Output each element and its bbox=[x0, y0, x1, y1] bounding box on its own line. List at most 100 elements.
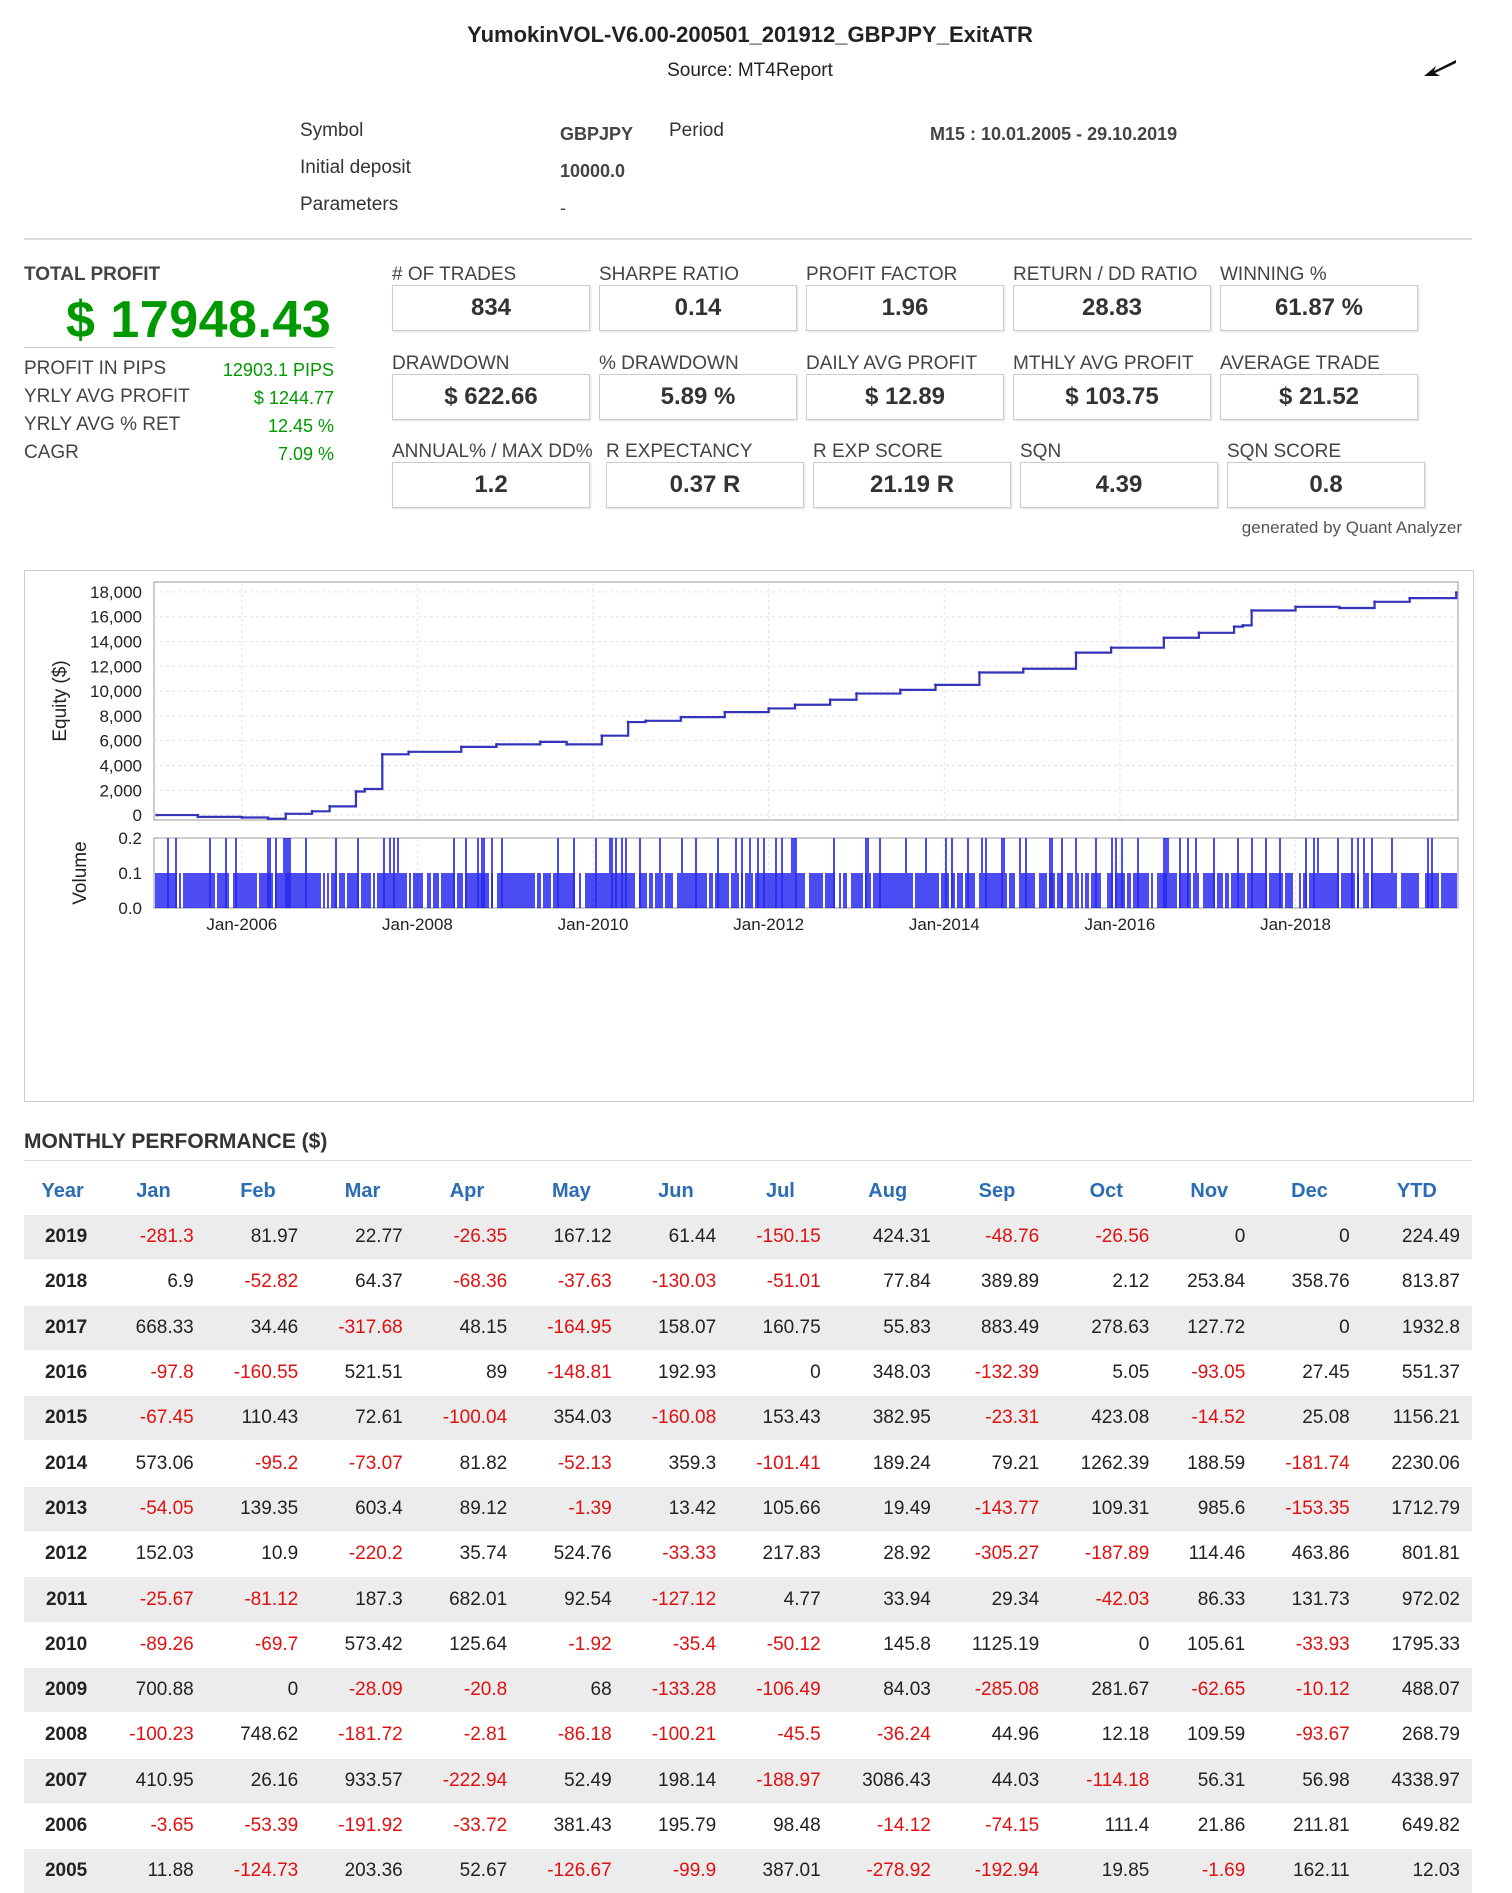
table-cell: 28.92 bbox=[832, 1531, 943, 1577]
profit-in-pips-value: 12903.1 PIPS bbox=[222, 360, 334, 380]
table-cell: 13.42 bbox=[623, 1485, 729, 1532]
table-cell: 158.07 bbox=[623, 1304, 729, 1351]
column-header-may: May bbox=[551, 1179, 591, 1202]
table-cell: -37.63 bbox=[519, 1259, 624, 1306]
table-cell: 1125.19 bbox=[942, 1621, 1052, 1668]
table-cell: -2.81 bbox=[414, 1712, 520, 1759]
table-cell: 34.46 bbox=[205, 1304, 311, 1351]
column-header-jul: Jul bbox=[765, 1179, 795, 1202]
equity-point bbox=[310, 809, 314, 813]
x-tick-label: Jan-2010 bbox=[558, 915, 629, 934]
table-cell: -26.56 bbox=[1051, 1213, 1162, 1260]
table-cell: -74.15 bbox=[942, 1802, 1052, 1849]
table-cell: 35.74 bbox=[414, 1531, 520, 1577]
table-cell: 410.95 bbox=[101, 1757, 206, 1804]
year-cell: 2009 bbox=[24, 1666, 102, 1713]
table-cell: 524.76 bbox=[519, 1531, 624, 1577]
table-cell: 52.49 bbox=[519, 1757, 624, 1804]
table-cell: 278.63 bbox=[1051, 1304, 1162, 1351]
drawdown-value: $ 622.66 bbox=[392, 374, 590, 420]
equity-point bbox=[196, 815, 200, 819]
equity-point bbox=[793, 703, 797, 707]
table-cell: 19.49 bbox=[832, 1485, 943, 1532]
initial-deposit-value: 10000.0 bbox=[560, 161, 626, 181]
table-cell: -278.92 bbox=[832, 1848, 943, 1893]
table-row: 2016 -97.8 -160.55 521.51 89 -148.81 192.93 0 34… bbox=[24, 1349, 1472, 1396]
year-cell: 2016 bbox=[24, 1349, 102, 1396]
table-cell: -317.68 bbox=[310, 1304, 415, 1351]
table-cell: 1712.79 bbox=[1361, 1485, 1472, 1532]
table-cell: 2.12 bbox=[1051, 1259, 1162, 1306]
table-cell: -305.27 bbox=[942, 1531, 1052, 1577]
total-profit-label: TOTAL PROFIT bbox=[24, 264, 161, 285]
table-cell: -52.13 bbox=[519, 1440, 624, 1487]
table-cell: -25.67 bbox=[101, 1576, 206, 1623]
x-tick-label: Jan-2018 bbox=[1260, 915, 1331, 934]
equity-point bbox=[600, 734, 604, 738]
table-cell: 92.54 bbox=[519, 1576, 624, 1623]
table-cell: 1932.8 bbox=[1361, 1304, 1472, 1351]
table-cell: 883.49 bbox=[942, 1304, 1052, 1351]
table-cell: -28.09 bbox=[310, 1666, 415, 1713]
table-cell: 521.51 bbox=[310, 1349, 415, 1396]
year-cell: 2010 bbox=[24, 1621, 102, 1668]
table-cell: -81.12 bbox=[205, 1576, 311, 1623]
table-cell: -73.07 bbox=[310, 1440, 415, 1487]
y-tick-label: 18,000 bbox=[90, 583, 142, 602]
table-cell: 109.31 bbox=[1051, 1485, 1162, 1532]
equity-point bbox=[459, 745, 463, 749]
table-cell: 110.43 bbox=[205, 1395, 311, 1441]
table-cell: 105.61 bbox=[1161, 1621, 1258, 1668]
year-cell: 2019 bbox=[24, 1213, 102, 1260]
year-cell: 2011 bbox=[24, 1576, 102, 1623]
monthly-performance-table: Year Jan Feb Mar Apr May Jun Jul Aug Sep Oct Nov Dec… bbox=[24, 1168, 1472, 1893]
table-cell: 649.82 bbox=[1361, 1802, 1472, 1849]
table-cell: 682.01 bbox=[414, 1576, 520, 1623]
table-cell: 72.61 bbox=[310, 1395, 415, 1441]
table-cell: 139.35 bbox=[205, 1485, 311, 1532]
table-cell: 389.89 bbox=[942, 1259, 1052, 1306]
pct-drawdown-value: 5.89 % bbox=[599, 374, 797, 420]
column-header-ytd: YTD bbox=[1396, 1179, 1437, 1202]
column-header-apr: Apr bbox=[449, 1179, 485, 1202]
table-cell: 111.4 bbox=[1051, 1802, 1162, 1849]
sqn-label: SQN bbox=[1020, 441, 1062, 462]
table-cell: -130.03 bbox=[623, 1259, 729, 1306]
r-exp-score-value: 21.19 R bbox=[813, 462, 1011, 508]
table-cell: -127.12 bbox=[623, 1576, 729, 1623]
table-cell: 125.64 bbox=[414, 1621, 520, 1668]
collapse-arrow-icon[interactable] bbox=[1422, 56, 1458, 80]
year-cell: 2013 bbox=[24, 1485, 102, 1532]
table-cell: -3.65 bbox=[101, 1802, 206, 1849]
table-cell: 86.33 bbox=[1161, 1576, 1258, 1623]
table-cell: -97.8 bbox=[101, 1349, 206, 1396]
table-cell: 0 bbox=[1257, 1213, 1362, 1260]
table-cell: -133.28 bbox=[623, 1666, 729, 1713]
table-cell: 551.37 bbox=[1361, 1349, 1472, 1396]
table-row: 2011 -25.67 -81.12 187.3 682.01 92.54 -127.12 4… bbox=[24, 1576, 1472, 1623]
num-trades-value: 834 bbox=[392, 285, 590, 331]
initial-deposit-label: Initial deposit bbox=[300, 157, 411, 178]
y-tick-label: 4,000 bbox=[99, 756, 142, 775]
table-cell: 27.45 bbox=[1257, 1349, 1362, 1396]
table-cell: 603.4 bbox=[310, 1485, 415, 1532]
table-cell: -160.08 bbox=[623, 1395, 729, 1441]
table-cell: 4.77 bbox=[728, 1576, 833, 1623]
equity-chart-frame bbox=[24, 570, 1474, 1102]
equity-point bbox=[266, 817, 270, 821]
table-cell: 10.9 bbox=[205, 1531, 311, 1577]
table-cell: -164.95 bbox=[519, 1304, 624, 1351]
table-cell: 488.07 bbox=[1361, 1666, 1472, 1713]
x-tick-label: Jan-2014 bbox=[909, 915, 980, 934]
yearly-avg-return-label: YRLY AVG % RET bbox=[24, 414, 181, 435]
table-cell: 167.12 bbox=[519, 1213, 624, 1260]
table-cell: 3086.43 bbox=[832, 1757, 943, 1804]
table-cell: 381.43 bbox=[519, 1802, 624, 1849]
table-cell: 44.03 bbox=[942, 1757, 1052, 1804]
table-cell: 972.02 bbox=[1361, 1576, 1472, 1623]
sqn-score-value: 0.8 bbox=[1227, 462, 1425, 508]
table-cell: 61.44 bbox=[623, 1213, 729, 1260]
table-cell: -160.55 bbox=[205, 1349, 311, 1396]
table-cell: -222.94 bbox=[414, 1757, 520, 1804]
symbol-value: GBPJPY bbox=[560, 124, 634, 144]
